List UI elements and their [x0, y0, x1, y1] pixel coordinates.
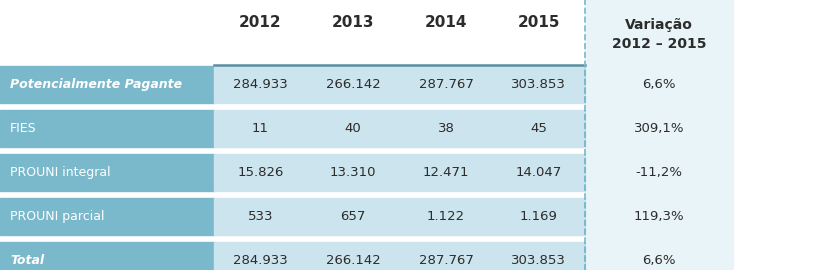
Bar: [585, 0, 732, 270]
Text: 533: 533: [248, 210, 272, 223]
Text: -11,2%: -11,2%: [635, 166, 681, 179]
Bar: [0, 198, 214, 235]
Text: 40: 40: [344, 122, 361, 135]
Text: 2012: 2012: [238, 15, 282, 30]
Bar: [214, 154, 585, 191]
Text: 284.933: 284.933: [233, 78, 287, 91]
Text: 266.142: 266.142: [325, 254, 380, 267]
Text: 303.853: 303.853: [511, 78, 566, 91]
Text: 6,6%: 6,6%: [642, 78, 675, 91]
Text: Potencialmente Pagante: Potencialmente Pagante: [10, 78, 182, 91]
Text: 6,6%: 6,6%: [642, 254, 675, 267]
Bar: [0, 110, 214, 147]
Text: 1.122: 1.122: [426, 210, 465, 223]
Text: 2015: 2015: [517, 15, 560, 30]
Bar: [0, 154, 214, 191]
Bar: [214, 242, 585, 270]
Text: Total: Total: [10, 254, 44, 267]
Bar: [214, 198, 585, 235]
Text: 284.933: 284.933: [233, 254, 287, 267]
Text: 657: 657: [340, 210, 365, 223]
Bar: [214, 66, 585, 103]
Text: 287.767: 287.767: [418, 254, 473, 267]
Text: 45: 45: [530, 122, 546, 135]
Text: PROUNI parcial: PROUNI parcial: [10, 210, 104, 223]
Bar: [0, 66, 214, 103]
Text: 266.142: 266.142: [325, 78, 380, 91]
Text: 309,1%: 309,1%: [633, 122, 683, 135]
Text: 14.047: 14.047: [515, 166, 561, 179]
Text: 13.310: 13.310: [330, 166, 376, 179]
Text: 287.767: 287.767: [418, 78, 473, 91]
Bar: [0, 242, 214, 270]
Text: PROUNI integral: PROUNI integral: [10, 166, 110, 179]
Text: 119,3%: 119,3%: [633, 210, 684, 223]
Text: 11: 11: [252, 122, 268, 135]
Text: 12.471: 12.471: [422, 166, 469, 179]
Text: 1.169: 1.169: [519, 210, 557, 223]
Bar: [214, 110, 585, 147]
Text: 2014: 2014: [424, 15, 467, 30]
Text: 2013: 2013: [331, 15, 374, 30]
Text: Variação
2012 – 2015: Variação 2012 – 2015: [611, 18, 705, 51]
Text: 15.826: 15.826: [237, 166, 283, 179]
Text: 303.853: 303.853: [511, 254, 566, 267]
Text: 38: 38: [437, 122, 454, 135]
Text: FIES: FIES: [10, 122, 36, 135]
